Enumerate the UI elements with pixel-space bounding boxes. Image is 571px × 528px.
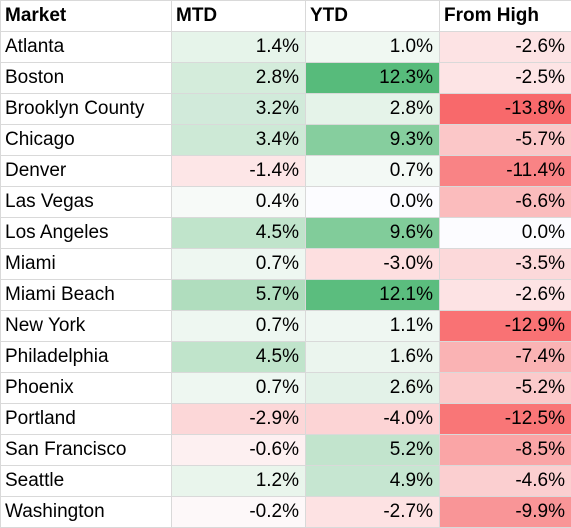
market-cell: Chicago: [0, 124, 172, 156]
header-from-high: From High: [439, 0, 571, 32]
table-row: Philadelphia 4.5% 1.6% -7.4%: [0, 341, 571, 373]
ytd-cell: 5.2%: [305, 434, 440, 466]
mtd-cell: -1.4%: [171, 155, 306, 187]
from-high-cell: 0.0%: [439, 217, 571, 249]
header-ytd: YTD: [305, 0, 440, 32]
table-row: Phoenix 0.7% 2.6% -5.2%: [0, 372, 571, 404]
ytd-cell: 0.0%: [305, 186, 440, 218]
from-high-cell: -13.8%: [439, 93, 571, 125]
mtd-cell: 0.7%: [171, 248, 306, 280]
ytd-cell: 2.6%: [305, 372, 440, 404]
table-row: Brooklyn County 3.2% 2.8% -13.8%: [0, 93, 571, 125]
mtd-cell: 3.2%: [171, 93, 306, 125]
ytd-cell: 9.3%: [305, 124, 440, 156]
from-high-cell: -9.9%: [439, 496, 571, 528]
from-high-cell: -2.5%: [439, 62, 571, 94]
mtd-cell: 0.7%: [171, 310, 306, 342]
table-row: New York 0.7% 1.1% -12.9%: [0, 310, 571, 342]
table-row: Denver -1.4% 0.7% -11.4%: [0, 155, 571, 187]
market-cell: Phoenix: [0, 372, 172, 404]
table-row: Washington -0.2% -2.7% -9.9%: [0, 496, 571, 528]
ytd-cell: 12.1%: [305, 279, 440, 311]
table-row: Miami 0.7% -3.0% -3.5%: [0, 248, 571, 280]
market-cell: Los Angeles: [0, 217, 172, 249]
from-high-cell: -2.6%: [439, 279, 571, 311]
table-row: Boston 2.8% 12.3% -2.5%: [0, 62, 571, 94]
market-cell: Las Vegas: [0, 186, 172, 218]
mtd-cell: 0.4%: [171, 186, 306, 218]
table-row: Chicago 3.4% 9.3% -5.7%: [0, 124, 571, 156]
table-row: Portland -2.9% -4.0% -12.5%: [0, 403, 571, 435]
table-row: Los Angeles 4.5% 9.6% 0.0%: [0, 217, 571, 249]
from-high-cell: -4.6%: [439, 465, 571, 497]
market-cell: New York: [0, 310, 172, 342]
ytd-cell: 2.8%: [305, 93, 440, 125]
mtd-cell: 5.7%: [171, 279, 306, 311]
market-cell: Seattle: [0, 465, 172, 497]
ytd-cell: -4.0%: [305, 403, 440, 435]
mtd-cell: -2.9%: [171, 403, 306, 435]
header-row: Market MTD YTD From High: [0, 0, 571, 32]
ytd-cell: 1.0%: [305, 31, 440, 63]
from-high-cell: -8.5%: [439, 434, 571, 466]
market-cell: Boston: [0, 62, 172, 94]
mtd-cell: 4.5%: [171, 217, 306, 249]
market-cell: Washington: [0, 496, 172, 528]
from-high-cell: -11.4%: [439, 155, 571, 187]
table-row: Seattle 1.2% 4.9% -4.6%: [0, 465, 571, 497]
from-high-cell: -3.5%: [439, 248, 571, 280]
table-row: Miami Beach 5.7% 12.1% -2.6%: [0, 279, 571, 311]
ytd-cell: -3.0%: [305, 248, 440, 280]
table-row: Atlanta 1.4% 1.0% -2.6%: [0, 31, 571, 63]
market-cell: Brooklyn County: [0, 93, 172, 125]
mtd-cell: 3.4%: [171, 124, 306, 156]
header-market: Market: [0, 0, 172, 32]
mtd-cell: 1.4%: [171, 31, 306, 63]
market-cell: Portland: [0, 403, 172, 435]
mtd-cell: -0.6%: [171, 434, 306, 466]
ytd-cell: -2.7%: [305, 496, 440, 528]
from-high-cell: -7.4%: [439, 341, 571, 373]
ytd-cell: 4.9%: [305, 465, 440, 497]
ytd-cell: 0.7%: [305, 155, 440, 187]
mtd-cell: 0.7%: [171, 372, 306, 404]
from-high-cell: -6.6%: [439, 186, 571, 218]
market-cell: Denver: [0, 155, 172, 187]
ytd-cell: 9.6%: [305, 217, 440, 249]
table-row: San Francisco -0.6% 5.2% -8.5%: [0, 434, 571, 466]
from-high-cell: -12.9%: [439, 310, 571, 342]
mtd-cell: 1.2%: [171, 465, 306, 497]
market-cell: Miami Beach: [0, 279, 172, 311]
table-body: Atlanta 1.4% 1.0% -2.6% Boston 2.8% 12.3% -2.5%…: [0, 31, 571, 528]
mtd-cell: -0.2%: [171, 496, 306, 528]
market-cell: San Francisco: [0, 434, 172, 466]
ytd-cell: 1.1%: [305, 310, 440, 342]
market-cell: Atlanta: [0, 31, 172, 63]
mtd-cell: 4.5%: [171, 341, 306, 373]
from-high-cell: -5.7%: [439, 124, 571, 156]
from-high-cell: -2.6%: [439, 31, 571, 63]
market-cell: Miami: [0, 248, 172, 280]
header-mtd: MTD: [171, 0, 306, 32]
market-cell: Philadelphia: [0, 341, 172, 373]
from-high-cell: -12.5%: [439, 403, 571, 435]
ytd-cell: 12.3%: [305, 62, 440, 94]
table-row: Las Vegas 0.4% 0.0% -6.6%: [0, 186, 571, 218]
ytd-cell: 1.6%: [305, 341, 440, 373]
mtd-cell: 2.8%: [171, 62, 306, 94]
from-high-cell: -5.2%: [439, 372, 571, 404]
